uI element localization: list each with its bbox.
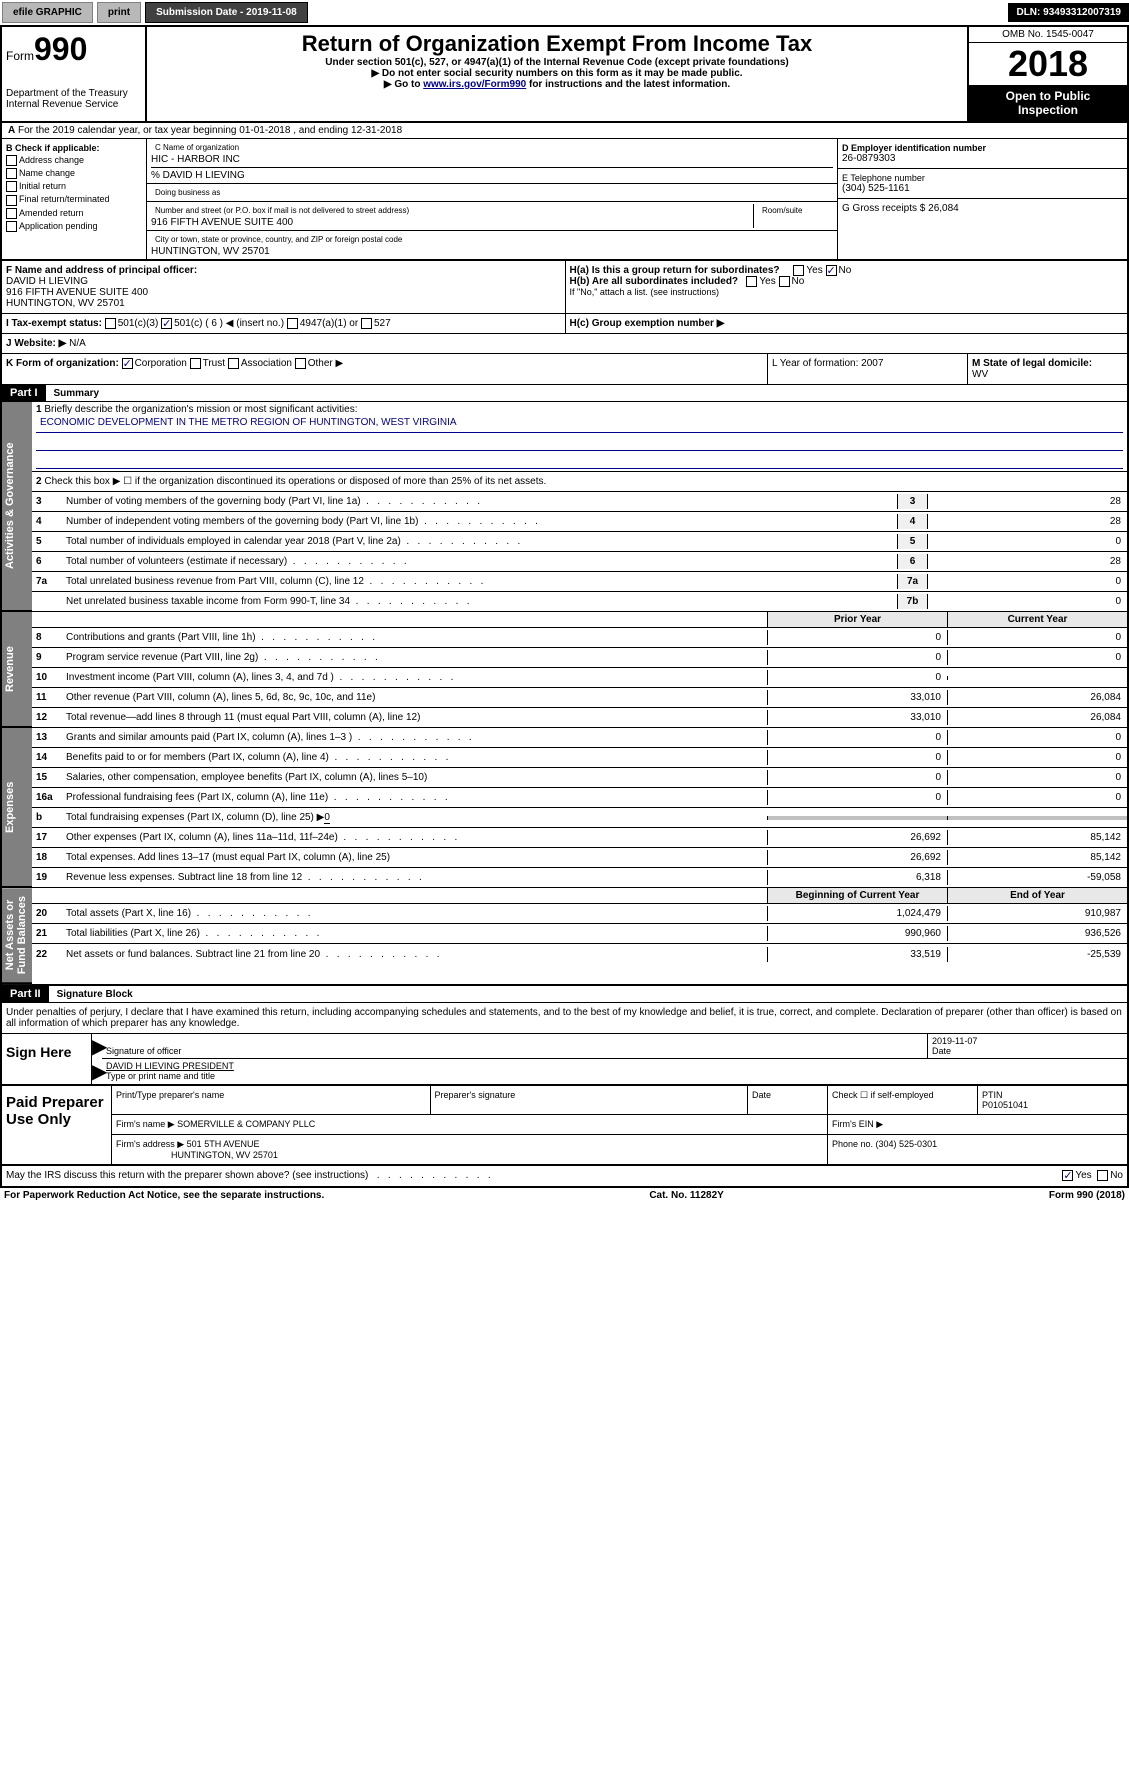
officer-name: DAVID H LIEVING: [6, 276, 561, 287]
checkbox-ha-yes[interactable]: [793, 265, 804, 276]
checkbox-trust[interactable]: [190, 358, 201, 369]
print-button[interactable]: print: [97, 2, 141, 23]
val-line5: 0: [927, 534, 1127, 549]
section-c-org-info: C Name of organization HIC - HARBOR INC …: [147, 139, 837, 259]
side-label-net-assets: Net Assets or Fund Balances: [2, 888, 32, 984]
checkbox-amended-return[interactable]: [6, 208, 17, 219]
perjury-statement: Under penalties of perjury, I declare th…: [0, 1003, 1129, 1034]
activities-governance-section: Activities & Governance 1 Briefly descri…: [0, 402, 1129, 612]
gross-receipts: G Gross receipts $ 26,084: [842, 203, 1123, 214]
checkbox-association[interactable]: [228, 358, 239, 369]
section-j-website: J Website: ▶ N/A: [0, 334, 1129, 354]
section-a-tax-year: A For the 2019 calendar year, or tax yea…: [0, 123, 1129, 139]
checkbox-corporation[interactable]: [122, 358, 133, 369]
checkbox-application-pending[interactable]: [6, 221, 17, 232]
checkbox-hb-yes[interactable]: [746, 276, 757, 287]
dln-label: DLN: 93493312007319: [1008, 3, 1129, 22]
firm-address-value: 501 5TH AVENUE: [187, 1139, 260, 1149]
part-1-header: Part I Summary: [0, 385, 1129, 402]
sections-bcdefg: B Check if applicable: Address change Na…: [0, 139, 1129, 261]
signature-date: 2019-11-07: [932, 1036, 977, 1046]
paid-preparer-section: Paid Preparer Use Only Print/Type prepar…: [0, 1086, 1129, 1166]
val-line7a: 0: [927, 574, 1127, 589]
checkbox-name-change[interactable]: [6, 168, 17, 179]
signature-section: Sign Here ▶ Signature of officer 2019-11…: [0, 1034, 1129, 1086]
efile-graphic-button[interactable]: efile GRAPHIC: [2, 2, 93, 23]
firm-name-value: SOMERVILLE & COMPANY PLLC: [177, 1119, 315, 1129]
sections-fh: F Name and address of principal officer:…: [0, 261, 1129, 314]
val-line7b: 0: [927, 594, 1127, 609]
net-assets-section: Net Assets or Fund Balances Beginning of…: [0, 888, 1129, 986]
officer-city: HUNTINGTON, WV 25701: [6, 298, 561, 309]
side-label-revenue: Revenue: [2, 612, 32, 728]
sign-here-label: Sign Here: [2, 1034, 92, 1084]
paid-preparer-label: Paid Preparer Use Only: [2, 1086, 112, 1164]
year-formation: L Year of formation: 2007: [767, 354, 967, 384]
page-footer: For Paperwork Reduction Act Notice, see …: [0, 1188, 1129, 1203]
checkbox-527[interactable]: [361, 318, 372, 329]
checkbox-address-change[interactable]: [6, 155, 17, 166]
omb-number: OMB No. 1545-0047: [969, 27, 1127, 43]
val-line4: 28: [927, 514, 1127, 529]
form-number: Form990: [6, 31, 141, 68]
care-of: % DAVID H LIEVING: [151, 170, 833, 181]
form-note-link: ▶ Go to www.irs.gov/Form990 for instruct…: [151, 79, 963, 90]
officer-signature-name: DAVID H LIEVING PRESIDENT: [106, 1061, 234, 1071]
sections-ih: I Tax-exempt status: 501(c)(3) 501(c) ( …: [0, 314, 1129, 334]
org-name: HIC - HARBOR INC: [151, 154, 833, 165]
submission-date-label: Submission Date - 2019-11-08: [145, 2, 308, 23]
open-to-public-label: Open to Public Inspection: [969, 85, 1127, 121]
checkbox-other[interactable]: [295, 358, 306, 369]
form-subtitle: Under section 501(c), 527, or 4947(a)(1)…: [151, 57, 963, 68]
state-domicile: WV: [972, 369, 988, 380]
val-line6: 28: [927, 554, 1127, 569]
expenses-section: Expenses 13Grants and similar amounts pa…: [0, 728, 1129, 888]
part-2-header: Part II Signature Block: [0, 986, 1129, 1003]
street-address: 916 FIFTH AVENUE SUITE 400: [151, 217, 753, 228]
side-label-activities: Activities & Governance: [2, 402, 32, 612]
document-header-bar: efile GRAPHIC print Submission Date - 20…: [0, 0, 1129, 27]
mission-text: ECONOMIC DEVELOPMENT IN THE METRO REGION…: [36, 415, 1123, 433]
phone-value: (304) 525-1161: [842, 183, 1123, 194]
checkbox-501c[interactable]: [161, 318, 172, 329]
checkbox-ha-no[interactable]: [826, 265, 837, 276]
ein-value: 26-0879303: [842, 153, 1123, 164]
checkbox-hb-no[interactable]: [779, 276, 790, 287]
discuss-row: May the IRS discuss this return with the…: [0, 1166, 1129, 1187]
checkbox-discuss-yes[interactable]: [1062, 1170, 1073, 1181]
checkbox-initial-return[interactable]: [6, 181, 17, 192]
officer-addr: 916 FIFTH AVENUE SUITE 400: [6, 287, 561, 298]
side-label-expenses: Expenses: [2, 728, 32, 888]
val-line3: 28: [927, 494, 1127, 509]
checkbox-final-return[interactable]: [6, 195, 17, 206]
section-b-checkboxes: B Check if applicable: Address change Na…: [2, 139, 147, 259]
checkbox-501c3[interactable]: [105, 318, 116, 329]
revenue-section: Revenue Prior YearCurrent Year 8Contribu…: [0, 612, 1129, 728]
firm-phone: Phone no. (304) 525-0301: [832, 1139, 937, 1149]
form-title: Return of Organization Exempt From Incom…: [151, 31, 963, 57]
form-header-grid: Form990 Department of the Treasury Inter…: [0, 27, 1129, 123]
irs-link[interactable]: www.irs.gov/Form990: [423, 79, 526, 90]
checkbox-4947[interactable]: [287, 318, 298, 329]
sections-klm: K Form of organization: Corporation Trus…: [0, 354, 1129, 385]
department-label: Department of the Treasury Internal Reve…: [6, 88, 141, 110]
form-note-ssn: ▶ Do not enter social security numbers o…: [151, 68, 963, 79]
checkbox-discuss-no[interactable]: [1097, 1170, 1108, 1181]
tax-year: 2018: [969, 43, 1127, 85]
sections-deg: D Employer identification number 26-0879…: [837, 139, 1127, 259]
city-state-zip: HUNTINGTON, WV 25701: [151, 246, 833, 257]
ptin-value: P01051041: [982, 1100, 1028, 1110]
